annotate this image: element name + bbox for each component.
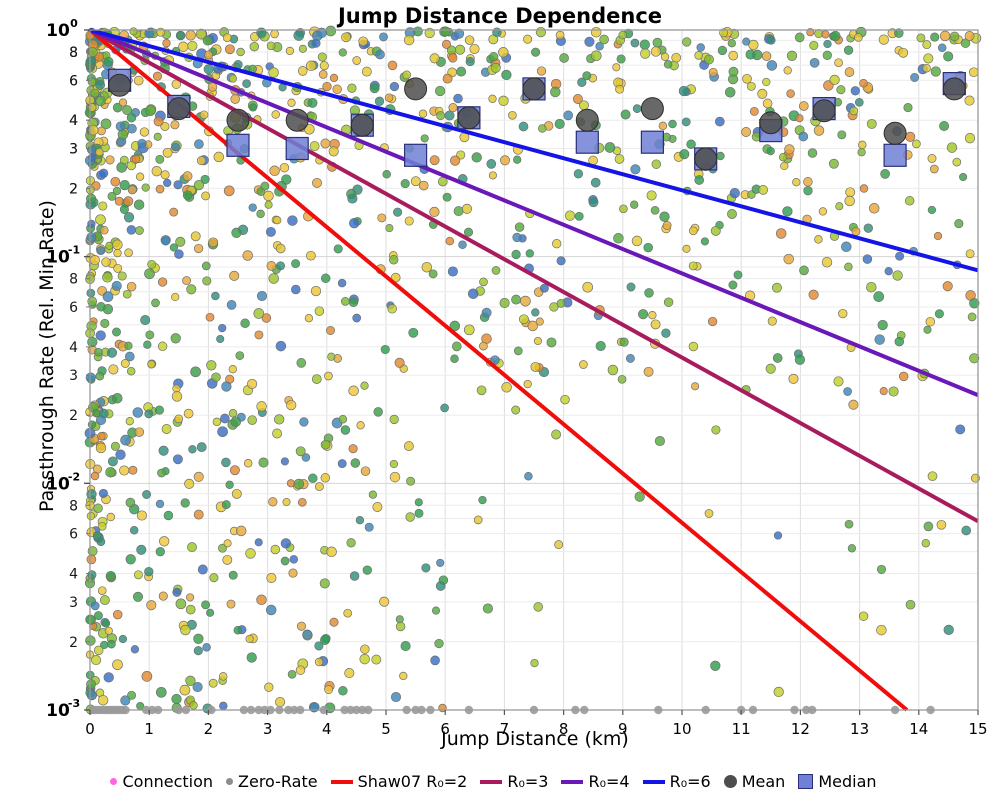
- model-line: [88, 28, 909, 712]
- legend-label: Zero-Rate: [238, 772, 318, 791]
- y-minor-tick-label: 4: [69, 340, 78, 356]
- svg-text:10: 10: [46, 474, 70, 494]
- chart-legend: Connection Zero-Rate Shaw07 R₀=2 R₀=3 R₀=4 R₀…: [0, 772, 1000, 791]
- legend-circle-icon: [723, 775, 737, 788]
- y-minor-tick-label: 3: [69, 595, 78, 611]
- legend-dot-icon: [226, 778, 234, 785]
- legend-label: Connection: [122, 772, 214, 791]
- legend-item[interactable]: R₀=4: [561, 772, 630, 791]
- legend-label: Median: [818, 772, 877, 791]
- y-minor-tick-label: 2: [69, 181, 78, 197]
- legend-label: R₀=3: [507, 772, 549, 791]
- y-minor-tick-label: 2: [69, 635, 78, 651]
- x-tick-label: 2: [204, 720, 214, 738]
- legend-label: R₀=4: [588, 772, 630, 791]
- svg-text:0: 0: [70, 17, 78, 30]
- x-tick-label: 12: [791, 720, 810, 738]
- zero-rate-markers: [88, 705, 935, 715]
- legend-item[interactable]: Connection: [110, 772, 213, 791]
- y-minor-tick-label: 8: [69, 272, 78, 288]
- legend-line-icon: [330, 779, 353, 784]
- legend-label: R₀=6: [669, 772, 711, 791]
- legend-line-icon: [642, 779, 665, 784]
- legend-item[interactable]: Zero-Rate: [226, 772, 318, 791]
- y-minor-tick-label: 3: [69, 368, 78, 384]
- svg-text:10: 10: [46, 701, 70, 721]
- svg-text:-1: -1: [68, 244, 80, 257]
- y-minor-tick-label: 6: [69, 527, 78, 543]
- mean-markers: [108, 73, 966, 171]
- y-minor-tick-label: 8: [69, 45, 78, 61]
- model-line: [89, 28, 979, 273]
- x-tick-label: 15: [968, 720, 987, 738]
- legend-item[interactable]: R₀=3: [480, 772, 548, 791]
- svg-text:10: 10: [46, 248, 70, 268]
- y-tick-label: 10-2: [46, 470, 80, 494]
- x-tick-label: 0: [85, 720, 95, 738]
- y-tick-label: 10 0: [46, 17, 78, 41]
- x-tick-label: 8: [559, 720, 569, 738]
- y-minor-tick-label: 6: [69, 300, 78, 316]
- y-minor-tick-label: 6: [69, 73, 78, 89]
- y-minor-tick-label: 4: [69, 113, 78, 129]
- legend-line-icon: [480, 779, 503, 784]
- legend-dot-icon: [110, 778, 118, 785]
- x-tick-label: 7: [500, 720, 510, 738]
- legend-item[interactable]: R₀=6: [642, 772, 711, 791]
- svg-text:-2: -2: [68, 470, 80, 483]
- legend-item[interactable]: Shaw07 R₀=2: [330, 772, 468, 791]
- legend-label: Mean: [741, 772, 786, 791]
- x-tick-label: 14: [909, 720, 928, 738]
- y-minor-tick-label: 2: [69, 181, 78, 197]
- y-minor-tick-label: 4: [69, 567, 78, 583]
- y-minor-tick-label: 8: [69, 45, 78, 61]
- x-tick-label: 6: [440, 720, 450, 738]
- y-tick-label: 10-3: [46, 697, 80, 721]
- x-tick-label: 10: [672, 720, 691, 738]
- legend-item[interactable]: Mean: [723, 772, 786, 791]
- scatter-points: [84, 25, 982, 715]
- y-minor-tick-label: 8: [69, 498, 78, 514]
- x-tick-label: 5: [381, 720, 391, 738]
- y-minor-tick-label: 3: [69, 142, 78, 158]
- x-tick-label: 1: [144, 720, 154, 738]
- x-tick-label: 9: [618, 720, 628, 738]
- x-tick-label: 11: [732, 720, 751, 738]
- legend-square-icon: [798, 774, 814, 789]
- legend-label: Shaw07 R₀=2: [357, 772, 468, 791]
- y-minor-tick-label: 2: [69, 408, 78, 424]
- y-minor-tick-label: 4: [69, 113, 78, 129]
- axes-frame: [89, 29, 979, 711]
- x-tick-label: 13: [850, 720, 869, 738]
- y-axis-label: Passthrough Rate (Rel. Min Rate): [36, 200, 58, 512]
- svg-text:-3: -3: [68, 697, 80, 710]
- svg-text:10: 10: [46, 21, 70, 41]
- y-minor-tick-label: 3: [69, 142, 78, 158]
- page-title: Jump Distance Dependence: [337, 4, 663, 28]
- y-minor-tick-label: 6: [69, 73, 78, 89]
- y-tick-label: 10-1: [46, 244, 80, 268]
- x-tick-label: 4: [322, 720, 332, 738]
- model-line: [89, 28, 979, 397]
- legend-line-icon: [561, 779, 584, 784]
- legend-item[interactable]: Median: [798, 772, 877, 791]
- x-tick-label: 3: [263, 720, 273, 738]
- x-axis-label: Jump Distance (km): [441, 728, 629, 750]
